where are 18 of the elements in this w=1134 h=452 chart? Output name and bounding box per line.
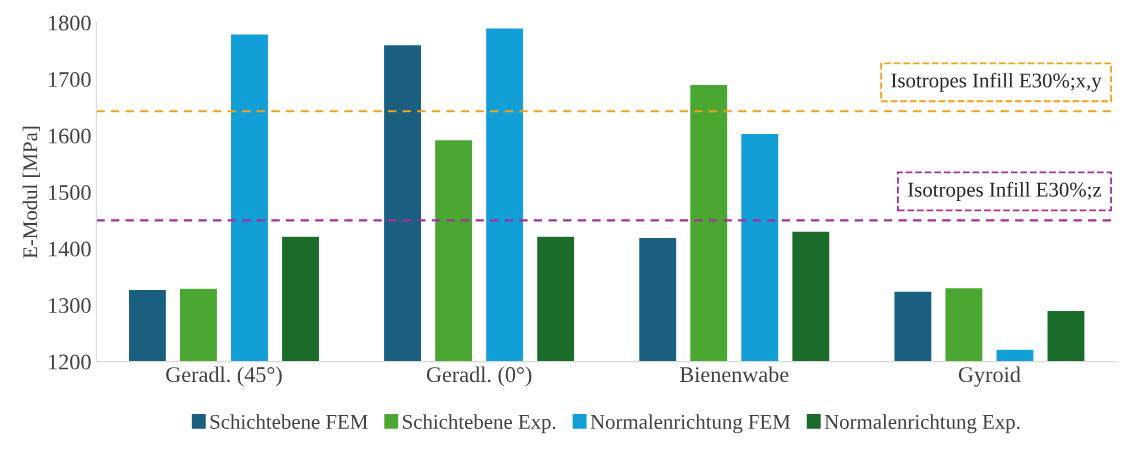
legend-label: Normalenrichtung FEM <box>590 414 791 434</box>
y-tick-label: 1600 <box>49 128 91 144</box>
x-tick-label: Bienenwabe <box>679 366 789 383</box>
y-axis-title: E-Modul [MPa] <box>22 126 40 259</box>
ref-line-label: Isotropes Infill E30%;x,y <box>891 72 1102 92</box>
y-tick-label: 1300 <box>49 298 91 314</box>
y-tick-label: 1800 <box>49 15 91 31</box>
x-tick-label: Geradl. (45°) <box>166 366 282 387</box>
ref-line-label: Isotropes Infill E30%;z <box>908 181 1102 201</box>
x-tick-label: Gyroid <box>958 366 1021 387</box>
y-tick-label: 1700 <box>49 72 91 88</box>
y-tick-label: 1400 <box>49 241 91 257</box>
y-tick-label: 1500 <box>49 185 91 201</box>
y-tick-label: 1200 <box>49 354 91 370</box>
legend-label: Schichtebene Exp. <box>403 414 556 434</box>
legend-label: Normalenrichtung Exp. <box>824 414 1020 434</box>
legend-label: Schichtebene FEM <box>210 414 368 429</box>
x-tick-label: Geradl. (0°) <box>426 366 532 387</box>
